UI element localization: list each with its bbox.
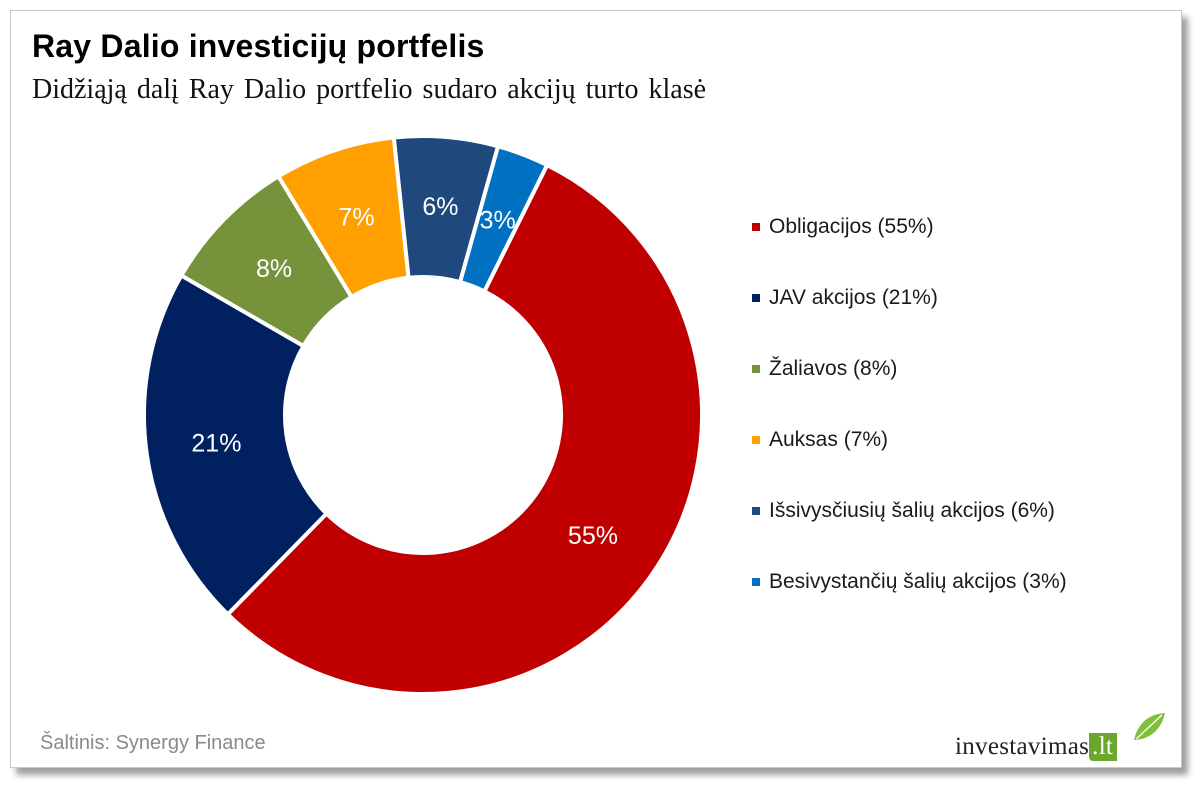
legend-label: Išsivysčiusių šalių akcijos (6%) (769, 499, 1055, 522)
brand-name: investavimas (955, 733, 1090, 760)
chart-subtitle: Didžiąją dalį Ray Dalio portfelio sudaro… (32, 74, 707, 105)
donut-slice (458, 144, 550, 294)
slice-data-label: 55% (568, 522, 618, 550)
chart-title: Ray Dalio investicijų portfelis (32, 28, 485, 64)
legend-label: Obligacijos (55%) (769, 215, 934, 238)
slice-data-label: 7% (338, 203, 374, 231)
brand-logo: investavimas .lt (955, 733, 1118, 761)
legend-item: Auksas (7%) (752, 425, 888, 455)
legend-item: JAV akcijos (21%) (752, 283, 938, 313)
legend-swatch (752, 436, 760, 444)
slice-data-label: 3% (480, 206, 516, 234)
donut-slice (225, 163, 704, 696)
leaf-icon (1134, 713, 1165, 740)
legend-item: Išsivysčiusių šalių akcijos (6%) (752, 496, 1055, 526)
legend-swatch (752, 294, 760, 302)
legend-swatch (752, 507, 760, 515)
legend-swatch (752, 578, 760, 586)
legend-item: Žaliavos (8%) (752, 354, 897, 384)
slice-data-label: 21% (191, 429, 241, 457)
legend-item: Obligacijos (55%) (752, 212, 934, 242)
slice-data-label: 8% (256, 255, 292, 283)
legend-label: JAV akcijos (21%) (769, 286, 938, 309)
slice-data-label: 6% (422, 193, 458, 221)
legend-item: Besivystančių šalių akcijos (3%) (752, 567, 1067, 597)
legend-label: Besivystančių šalių akcijos (3%) (769, 570, 1067, 593)
source-note: Šaltinis: Synergy Finance (40, 732, 266, 754)
legend-swatch (752, 365, 760, 373)
legend-label: Auksas (7%) (769, 428, 889, 451)
brand-tld: .lt (1089, 733, 1118, 761)
legend-label: Žaliavos (8%) (769, 357, 898, 380)
donut-slice (142, 273, 329, 617)
legend-swatch (752, 223, 760, 231)
